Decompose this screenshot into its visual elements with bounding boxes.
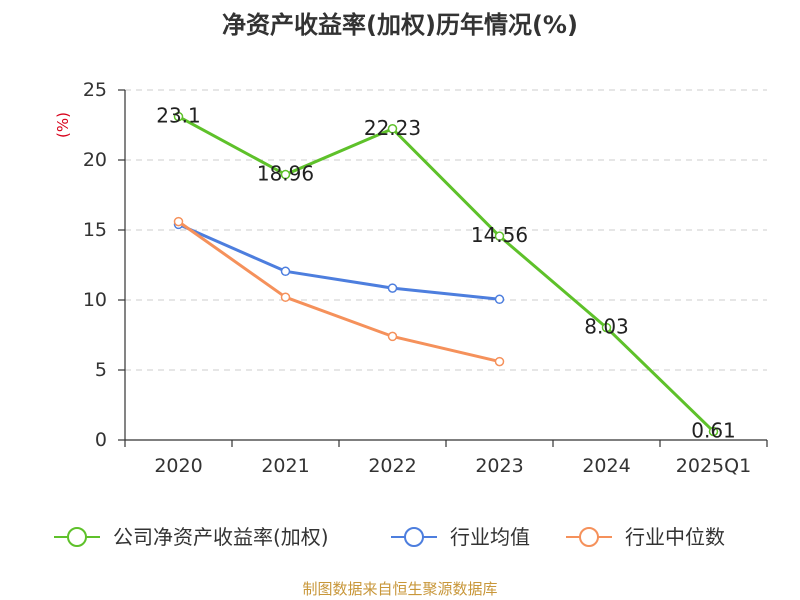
industry-median-point[interactable]	[494, 356, 505, 367]
company-roe-point[interactable]	[173, 111, 184, 122]
series-group	[173, 111, 719, 437]
legend: 公司净资产收益率(加权) 行业均值 行业中位数	[54, 525, 725, 549]
legend-label: 行业均值	[450, 525, 530, 549]
legend-item-industry-average[interactable]: 行业均值	[391, 525, 530, 549]
company-roe-point[interactable]	[601, 322, 612, 333]
company-roe-point[interactable]	[708, 426, 719, 437]
y-tick-label: 25	[83, 79, 107, 101]
company-roe-point[interactable]	[494, 231, 505, 241]
legend-label: 行业中位数	[625, 525, 725, 549]
industry-median-point[interactable]	[173, 216, 184, 227]
company-roe-data-label: 14.56	[471, 223, 528, 247]
industry-median-point[interactable]	[387, 331, 398, 342]
y-tick-label: 0	[95, 429, 107, 451]
industry-average-point[interactable]	[494, 294, 505, 305]
company-roe-point[interactable]	[280, 169, 291, 180]
legend-marker	[579, 527, 599, 547]
company-roe-point[interactable]	[387, 124, 398, 134]
legend-label: 公司净资产收益率(加权)	[113, 525, 329, 549]
company-roe-series-line	[177, 115, 715, 433]
legend-marker	[67, 527, 87, 547]
y-tick-label: 20	[83, 149, 107, 171]
y-tick-label: 10	[83, 289, 107, 311]
axes: 0 5 10 15 20 25 2020 2021 2022 2023 2024 2025Q1	[83, 79, 768, 477]
data-labels: 23.1 18.96 22.23 14.56 8.03 0.61	[156, 104, 736, 443]
industry-median-point[interactable]	[280, 292, 291, 302]
company-roe-data-label: 18.96	[257, 162, 314, 186]
legend-marker	[404, 527, 424, 547]
x-tick-label: 2022	[368, 455, 416, 477]
y-tick-label: 15	[83, 219, 107, 241]
company-roe-data-label: 0.61	[691, 418, 736, 442]
industry-average-series-line	[177, 222, 501, 301]
x-tick-label: 2025Q1	[676, 455, 751, 477]
chart-title: 净资产收益率(加权)历年情况(%)	[222, 11, 578, 39]
company-roe-data-label: 22.23	[364, 116, 421, 140]
x-tick-label: 2020	[154, 455, 202, 477]
x-tick-label: 2024	[582, 455, 630, 477]
y-tick-label: 5	[95, 359, 107, 381]
x-tick-label: 2021	[261, 455, 309, 477]
x-tick-label: 2023	[475, 455, 523, 477]
company-roe-data-label: 8.03	[584, 315, 629, 339]
company-roe-data-label: 23.1	[156, 104, 201, 128]
industry-average-point[interactable]	[280, 266, 291, 277]
legend-item-company-roe[interactable]: 公司净资产收益率(加权)	[54, 525, 329, 549]
industry-average-point[interactable]	[387, 283, 398, 293]
industry-median-series-line	[177, 220, 501, 364]
source-note: 制图数据来自恒生聚源数据库	[302, 580, 497, 598]
y-axis-label: (%)	[54, 112, 72, 138]
legend-item-industry-median[interactable]: 行业中位数	[566, 525, 725, 549]
gridlines	[125, 89, 767, 371]
